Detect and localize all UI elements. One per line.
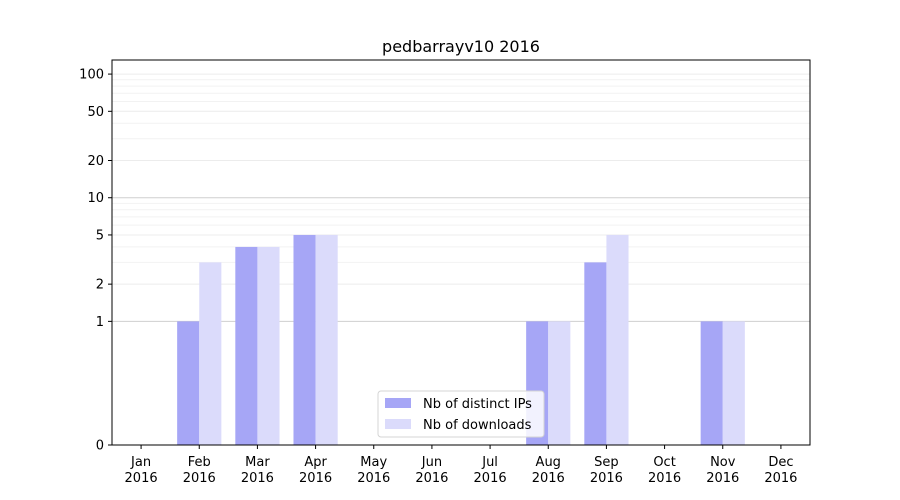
x-tick-label: Mar 2016 (241, 455, 274, 486)
x-tick-label: Nov 2016 (706, 455, 739, 486)
x-tick-label: Dec 2016 (764, 455, 797, 486)
bar-downloads (315, 234, 338, 445)
y-tick-label: 5 (96, 228, 104, 243)
bar-downloads (606, 234, 629, 445)
y-axis: 0 1 2 5 10 20 50 100 (79, 68, 112, 454)
x-tick-label: Jan 2016 (125, 455, 158, 486)
bar-distinct-ips (584, 262, 607, 445)
x-tick-label: May 2016 (357, 455, 390, 486)
y-tick-label: 2 (96, 278, 104, 293)
y-tick-label: 1 (96, 315, 104, 330)
y-tick-label: 100 (79, 68, 104, 83)
x-tick-label: Sep 2016 (590, 455, 623, 486)
y-tick-label: 0 (96, 439, 104, 454)
x-tick-label: Aug 2016 (532, 455, 565, 486)
legend-swatch-downloads (385, 419, 411, 429)
x-tick-label: Feb 2016 (183, 455, 216, 486)
legend: Nb of distinct IPs Nb of downloads (377, 390, 545, 438)
chart-title: pedbarrayv10 2016 (382, 37, 540, 56)
legend-label-distinct-ips: Nb of distinct IPs (423, 397, 532, 412)
x-axis: Jan 2016 Feb 2016 Mar 2016 Apr 2016 May 2016 Jun 20… (125, 445, 797, 486)
bar-distinct-ips (177, 321, 200, 445)
bar-distinct-ips (293, 234, 316, 445)
bars (177, 234, 745, 445)
y-tick-label: 50 (87, 105, 104, 120)
bar-distinct-ips (235, 246, 258, 445)
x-tick-label: Oct 2016 (648, 455, 681, 486)
bar-downloads (548, 321, 571, 445)
plot-frame (111, 59, 811, 446)
legend-box (377, 390, 545, 438)
y-tick-label: 10 (87, 191, 104, 206)
y-tick-label: 20 (87, 154, 104, 169)
gridlines (112, 73, 810, 322)
x-tick-label: Jun 2016 (415, 455, 448, 486)
x-tick-label: Apr 2016 (299, 455, 332, 486)
bar-downloads (257, 246, 280, 445)
bar-downloads (199, 262, 222, 445)
legend-label-downloads: Nb of downloads (423, 418, 532, 433)
x-tick-label: Jul 2016 (474, 455, 507, 486)
legend-swatch-distinct-ips (385, 398, 411, 408)
bar-distinct-ips (700, 321, 723, 445)
bar-downloads (722, 321, 745, 445)
